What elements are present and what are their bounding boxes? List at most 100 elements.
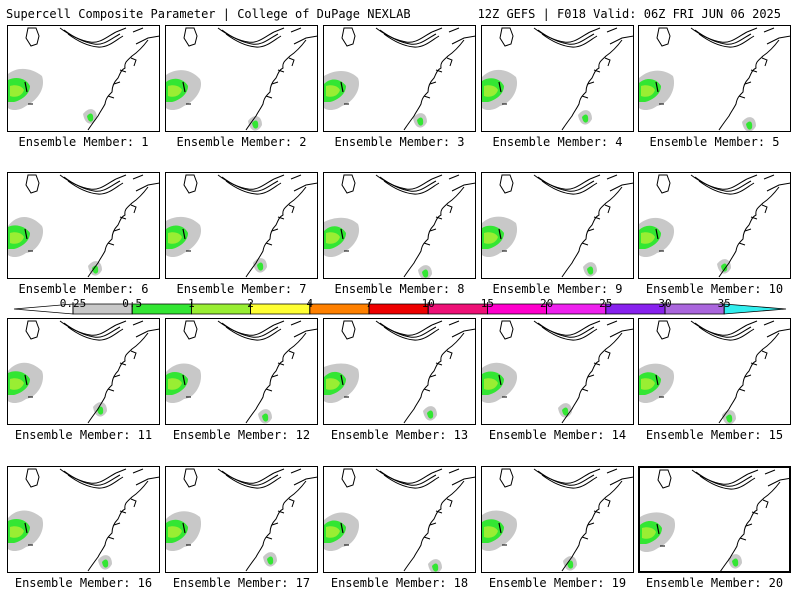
coastline bbox=[130, 204, 137, 214]
ensemble-map bbox=[481, 318, 634, 425]
coastline bbox=[738, 216, 758, 246]
ensemble-map bbox=[638, 318, 791, 425]
ensemble-map bbox=[638, 25, 791, 132]
ensemble-map bbox=[481, 172, 634, 279]
coastline bbox=[533, 468, 591, 484]
colorbar-bin bbox=[605, 303, 666, 315]
ensemble-map bbox=[323, 172, 476, 279]
coastline bbox=[423, 362, 443, 392]
coastline bbox=[107, 69, 127, 99]
coastline bbox=[561, 332, 623, 424]
contour-marker bbox=[498, 522, 502, 534]
coastline bbox=[115, 27, 127, 33]
scp-shading-green bbox=[721, 263, 728, 272]
coastline bbox=[738, 69, 758, 99]
coastline bbox=[341, 174, 356, 194]
model-run-info: 12Z GEFS | F018 Valid: 06Z FRI JUN 06 20… bbox=[477, 7, 781, 21]
ensemble-map bbox=[323, 25, 476, 132]
colorbar-bin bbox=[427, 303, 488, 315]
coastline bbox=[761, 57, 768, 67]
map-plot bbox=[482, 468, 633, 572]
scp-shading-lightgreen bbox=[168, 378, 182, 390]
colorbar-bin bbox=[190, 303, 252, 315]
coastline bbox=[383, 474, 440, 489]
contour-marker bbox=[24, 81, 28, 93]
coastline bbox=[379, 470, 437, 486]
coastline bbox=[448, 468, 475, 486]
coastline bbox=[273, 468, 285, 474]
ensemble-map bbox=[165, 25, 318, 132]
scp-shading-lightgreen bbox=[10, 232, 24, 244]
coastline bbox=[67, 326, 124, 341]
coastline bbox=[761, 204, 768, 214]
map-plot bbox=[324, 320, 475, 424]
contour-marker bbox=[182, 228, 186, 240]
ensemble-member-caption: Ensemble Member: 17 bbox=[172, 576, 311, 590]
coastline bbox=[431, 174, 443, 180]
coastline bbox=[290, 320, 317, 338]
scp-shading-lightgreen bbox=[641, 85, 655, 97]
coastline bbox=[25, 468, 40, 488]
ensemble-member-caption: Ensemble Member: 14 bbox=[488, 428, 627, 442]
coastline bbox=[581, 69, 601, 99]
coastline bbox=[132, 27, 159, 45]
scp-shading-green bbox=[726, 414, 733, 423]
colorbar-tick-label: 1 bbox=[188, 297, 195, 310]
map-plot bbox=[8, 27, 159, 131]
ensemble-member-caption: Ensemble Member: 5 bbox=[649, 135, 780, 149]
colorbar-tick-label: 30 bbox=[658, 297, 672, 310]
coastline bbox=[130, 350, 137, 360]
scp-shading-lightgreen bbox=[641, 378, 655, 390]
coastline bbox=[183, 468, 198, 488]
ensemble-map bbox=[638, 172, 791, 279]
coastline bbox=[217, 27, 275, 43]
coastline bbox=[25, 27, 40, 47]
coastline bbox=[718, 186, 780, 278]
colorbar-tick-label: 7 bbox=[365, 297, 373, 310]
coastline bbox=[265, 69, 285, 99]
ensemble-member-caption: Ensemble Member: 16 bbox=[14, 576, 153, 590]
contour-marker bbox=[655, 228, 659, 240]
ensemble-member-caption: Ensemble Member: 9 bbox=[492, 282, 623, 296]
coastline bbox=[446, 498, 453, 508]
coastline bbox=[533, 174, 591, 190]
contour-marker bbox=[340, 81, 344, 93]
ensemble-member-caption: Ensemble Member: 7 bbox=[176, 282, 307, 296]
coastline bbox=[288, 498, 295, 508]
scp-shading-lightgreen bbox=[10, 378, 24, 390]
coastline bbox=[59, 27, 117, 43]
map-plot bbox=[8, 174, 159, 278]
scp-shading-green bbox=[87, 113, 94, 122]
contour-marker bbox=[182, 374, 186, 386]
ensemble-map bbox=[165, 466, 318, 573]
contour-marker bbox=[655, 81, 659, 93]
colorbar-tick-label: 0.5 bbox=[122, 297, 143, 310]
coastline bbox=[25, 174, 40, 194]
coastline bbox=[265, 510, 285, 540]
coastline bbox=[537, 176, 595, 192]
map-plot bbox=[166, 27, 317, 131]
coastline bbox=[718, 39, 780, 131]
coastline bbox=[59, 320, 117, 336]
map-plot bbox=[8, 320, 159, 424]
coastline bbox=[67, 474, 124, 489]
coastline bbox=[448, 320, 475, 338]
coastline bbox=[537, 29, 595, 45]
colorbar-bin bbox=[723, 303, 787, 315]
coastline bbox=[763, 174, 790, 192]
scp-shading-green bbox=[746, 121, 753, 130]
scp-shading-green bbox=[252, 120, 259, 129]
coastline bbox=[698, 326, 755, 341]
map-plot bbox=[324, 27, 475, 131]
coastline bbox=[115, 320, 127, 326]
colorbar-tick-label: 35 bbox=[717, 297, 731, 310]
scp-shading-green bbox=[732, 558, 739, 567]
contour-marker bbox=[182, 522, 186, 534]
ensemble-member-caption: Ensemble Member: 1 bbox=[18, 135, 149, 149]
coastline bbox=[341, 468, 356, 488]
coastline bbox=[341, 27, 356, 47]
coastline bbox=[747, 469, 759, 475]
coastline bbox=[221, 176, 279, 192]
map-plot bbox=[324, 174, 475, 278]
coastline bbox=[656, 27, 671, 47]
